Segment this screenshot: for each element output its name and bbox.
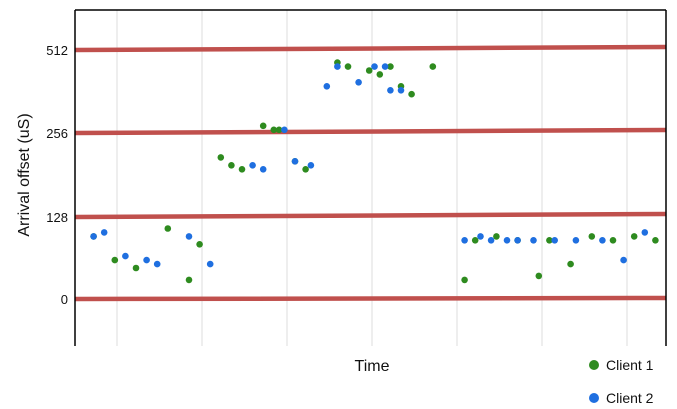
client-1-point [588, 233, 596, 240]
client-2-point [259, 166, 267, 173]
client-1-point [429, 63, 437, 70]
threshold-line [74, 127, 667, 136]
client-2-point [477, 233, 484, 240]
client-2-point [530, 237, 537, 244]
client-1-point [270, 126, 278, 134]
client-2-point [620, 256, 627, 264]
client-1-point [185, 276, 193, 284]
client-2-point [397, 87, 405, 94]
grid-layer [116, 10, 628, 346]
client-2-point [122, 252, 129, 260]
client-2-point [334, 63, 341, 70]
legend-label-client-2: Client 2 [606, 390, 654, 406]
client-1-point [652, 237, 659, 244]
client-2-point [206, 260, 214, 268]
client-1-point [546, 237, 553, 244]
client-2-point [185, 233, 193, 240]
threshold-line [74, 211, 667, 220]
y-tick-label: 512 [46, 43, 68, 58]
client-1-point [111, 256, 119, 264]
client-2-point [599, 237, 606, 244]
client-2-point [355, 79, 362, 86]
legend-label-client-1: Client 1 [606, 357, 654, 373]
legend-marker-client-1 [589, 360, 599, 370]
data-points-layer [90, 59, 659, 284]
client-1-point [567, 260, 574, 268]
y-axis-title: Arrival offset (uS) [16, 113, 33, 236]
y-tick-labels: 512 256 128 0 [46, 43, 68, 307]
client-2-point [641, 229, 649, 236]
client-1-point [228, 162, 235, 169]
client-2-point [461, 237, 468, 244]
client-2-point [143, 256, 150, 264]
client-1-point [365, 67, 373, 74]
threshold-line [74, 44, 667, 53]
client-2-point [551, 237, 558, 244]
client-2-point [371, 63, 378, 70]
client-2-point [90, 233, 97, 240]
client-1-point [471, 237, 479, 244]
client-2-point [281, 126, 288, 134]
x-axis-title: Time [355, 358, 390, 375]
client-2-point [307, 162, 315, 169]
client-1-point [196, 241, 203, 248]
client-1-point [461, 276, 468, 284]
client-2-point [291, 158, 299, 165]
client-1-point [275, 126, 283, 134]
client-1-point [259, 122, 267, 130]
client-1-point [376, 71, 384, 78]
client-2-point [503, 237, 511, 244]
client-2-point [572, 237, 580, 244]
y-tick-label: 128 [46, 210, 68, 225]
client-1-point [609, 237, 617, 244]
y-tick-label: 256 [46, 126, 68, 141]
client-1-point [344, 63, 352, 70]
client-2-point [381, 63, 389, 70]
legend-marker-client-2 [589, 393, 599, 403]
client-1-point [535, 272, 543, 280]
threshold-layer [74, 44, 667, 302]
client-2-point [323, 83, 331, 90]
client-2-point [387, 87, 394, 94]
client-1-point [217, 154, 225, 161]
threshold-line [74, 295, 667, 302]
client-1-point [164, 225, 172, 232]
client-2-point [487, 237, 495, 244]
client-2-point [514, 237, 521, 244]
y-tick-label: 0 [61, 292, 68, 307]
client-1-point [408, 90, 415, 98]
client-2-point [153, 260, 161, 268]
client-1-point [238, 166, 246, 173]
client-1-point [132, 264, 140, 272]
client-1-point [387, 63, 394, 70]
client-1-point [302, 166, 309, 173]
client-1-point [493, 233, 500, 240]
axes-layer [74, 9, 667, 346]
client-1-point [630, 233, 638, 240]
legend: Client 1 Client 2 [589, 357, 654, 406]
client-2-point [100, 229, 108, 236]
client-2-point [249, 162, 256, 169]
